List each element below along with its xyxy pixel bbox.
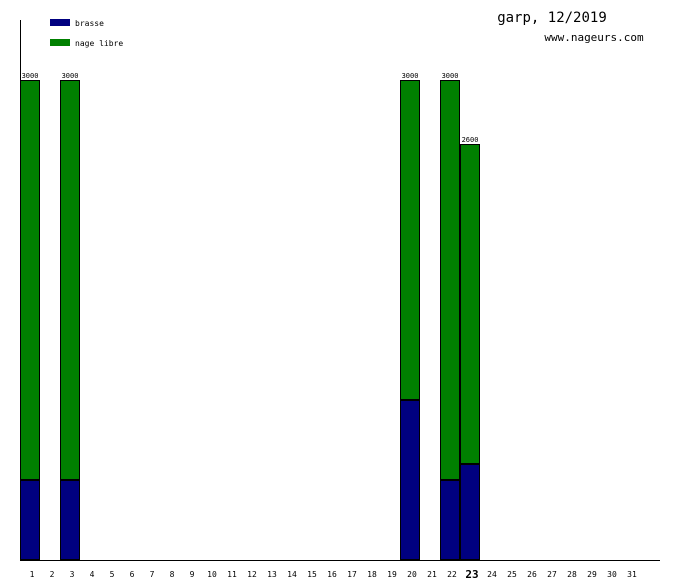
x-tick-5: 5 [110, 570, 115, 579]
x-tick-13: 13 [267, 570, 277, 579]
x-tick-7: 7 [150, 570, 155, 579]
x-tick-30: 30 [607, 570, 617, 579]
bars [20, 80, 480, 560]
x-tick-8: 8 [170, 570, 175, 579]
chart-subtitle: www.nageurs.com [544, 31, 644, 44]
data-label-day-1: 3000 [22, 72, 39, 80]
legend-label-2: nage libre [75, 39, 123, 48]
bar-day-1-series-1 [20, 480, 40, 560]
x-tick-6: 6 [130, 570, 135, 579]
bar-day-3-series-1 [60, 480, 80, 560]
data-label-day-23: 2600 [462, 136, 479, 144]
x-tick-28: 28 [567, 570, 577, 579]
x-tick-29: 29 [587, 570, 597, 579]
x-tick-25: 25 [507, 570, 517, 579]
bar-day-1-series-2 [20, 80, 40, 480]
x-tick-12: 12 [247, 570, 257, 579]
x-tick-labels: 1 2 3 4 5 6 7 8 9 10 11 12 13 14 15 16 17 18 19 20 21 22 23 24 2… [30, 568, 637, 580]
x-tick-23: 23 [465, 568, 478, 580]
x-tick-14: 14 [287, 570, 297, 579]
bar-day-23-series-1 [460, 464, 480, 560]
x-tick-16: 16 [327, 570, 337, 579]
x-tick-2: 2 [50, 570, 55, 579]
x-tick-24: 24 [487, 570, 497, 579]
x-tick-1: 1 [30, 570, 35, 579]
x-tick-26: 26 [527, 570, 537, 579]
bar-day-22-series-2 [440, 80, 460, 480]
x-tick-4: 4 [90, 570, 95, 579]
x-tick-11: 11 [227, 570, 237, 579]
x-tick-19: 19 [387, 570, 397, 579]
x-tick-15: 15 [307, 570, 317, 579]
legend: brasse nage libre [50, 19, 123, 48]
data-label-day-22: 3000 [442, 72, 459, 80]
bar-day-3-series-2 [60, 80, 80, 480]
x-tick-10: 10 [207, 570, 217, 579]
x-tick-22: 22 [447, 570, 457, 579]
x-tick-31: 31 [627, 570, 637, 579]
bar-day-20-series-1 [400, 400, 420, 560]
chart-title: garp, 12/2019 [497, 10, 607, 26]
bar-day-20-series-2 [400, 80, 420, 400]
x-tick-18: 18 [367, 570, 377, 579]
bar-day-23-series-2 [460, 144, 480, 464]
data-label-day-3: 3000 [62, 72, 79, 80]
legend-swatch-1 [50, 19, 70, 26]
x-tick-3: 3 [70, 570, 75, 579]
x-tick-9: 9 [190, 570, 195, 579]
x-tick-17: 17 [347, 570, 357, 579]
data-labels: 3000 3000 3000 3000 2600 [22, 72, 479, 144]
x-tick-21: 21 [427, 570, 437, 579]
x-tick-20: 20 [407, 570, 417, 579]
legend-swatch-2 [50, 39, 70, 46]
x-tick-27: 27 [547, 570, 557, 579]
bar-day-22-series-1 [440, 480, 460, 560]
data-label-day-20: 3000 [402, 72, 419, 80]
legend-label-1: brasse [75, 19, 104, 28]
